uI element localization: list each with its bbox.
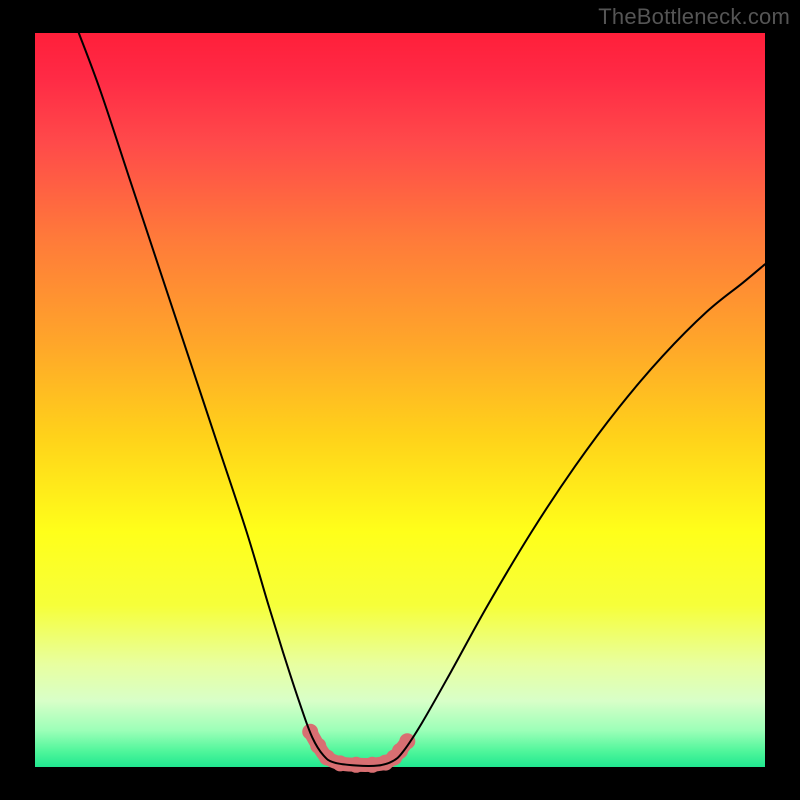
chart-stage: TheBottleneck.com <box>0 0 800 800</box>
plot-background <box>35 33 765 767</box>
chart-svg <box>0 0 800 800</box>
watermark-text: TheBottleneck.com <box>598 4 790 30</box>
